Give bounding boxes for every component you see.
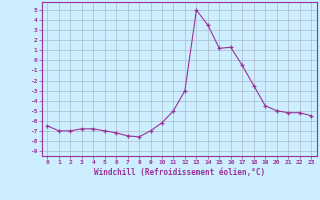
X-axis label: Windchill (Refroidissement éolien,°C): Windchill (Refroidissement éolien,°C) (94, 168, 265, 177)
